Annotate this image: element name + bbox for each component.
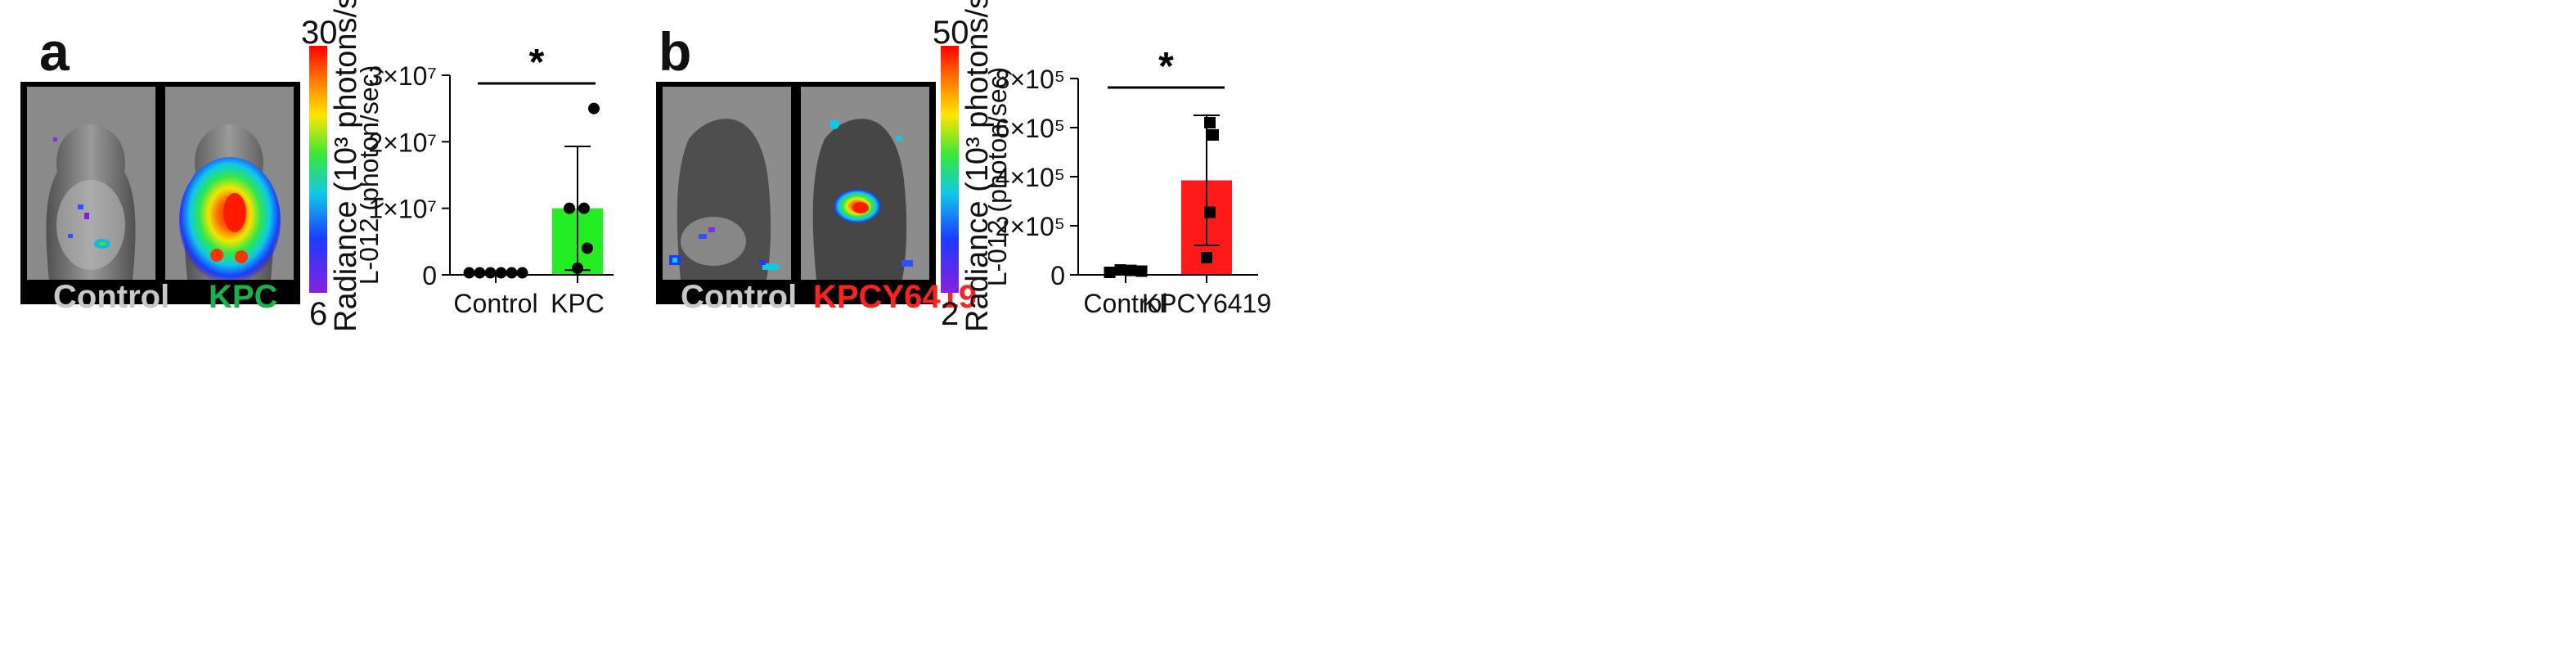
data-point [495, 267, 507, 279]
panel-a-kpc-label: KPC [209, 279, 278, 315]
y-axis-label: L-012 (photon/sec) [360, 65, 384, 285]
panel-b-colorbar [941, 46, 959, 293]
chart-a: 0 1×10⁷ 2×10⁷ 3×10⁷ Control KPC L-012 (photon/… [354, 41, 638, 327]
data-point [506, 267, 518, 279]
panel-a-colorbar-min: 6 [309, 296, 328, 332]
data-point [1201, 252, 1212, 263]
panel-a-colorbar [309, 46, 327, 293]
panel-a-colorbar-title: Radiance (10³ photons/sec/ cm²/sr) [329, 0, 363, 332]
data-point [463, 267, 475, 279]
data-point [1207, 129, 1219, 141]
y-tick-label: 3×10⁷ [368, 61, 437, 91]
y-tick-label: 1×10⁷ [368, 195, 437, 224]
chart-a-svg: 0 1×10⁷ 2×10⁷ 3×10⁷ Control KPC L-012 (photon/… [354, 41, 614, 318]
panel-b-letter: b [659, 21, 692, 82]
y-tick-label: 8×10⁵ [996, 65, 1065, 94]
y-tick-label: 0 [422, 261, 437, 290]
panel-a-bioluminescence-image [20, 87, 300, 304]
y-axis-label: L-012 (photon/sec) [988, 67, 1012, 287]
data-point [474, 267, 486, 279]
data-point [564, 202, 575, 214]
y-tick-label: 6×10⁵ [996, 114, 1065, 143]
data-point [572, 262, 583, 274]
y-tick-label: 4×10⁵ [996, 163, 1065, 192]
data-point [588, 102, 600, 115]
panel-a-colorbar-max: 30 [301, 15, 338, 51]
panel-a-imaging-frame: Control KPC [20, 82, 300, 313]
data-point [1204, 206, 1216, 218]
panel-b-colorbar-min: 2 [941, 296, 960, 332]
x-tick-label-control: Control [453, 289, 537, 318]
x-tick-label-control: Control [1083, 289, 1167, 318]
data-point [1104, 267, 1116, 278]
x-tick-label-kpc: KPC [551, 289, 605, 318]
data-point [484, 267, 497, 279]
significance-marker: * [1158, 49, 1174, 88]
data-point [578, 202, 590, 214]
data-point [1125, 264, 1137, 276]
panel-b-colorbar-max: 50 [933, 15, 969, 51]
data-point [1114, 264, 1126, 276]
y-tick-label: 0 [1050, 261, 1065, 290]
data-point [516, 267, 528, 279]
panel-a-control-label: Control [53, 279, 170, 315]
data-point [582, 242, 593, 254]
y-tick-label: 2×10⁷ [368, 128, 437, 157]
chart-b: 0 2×10⁵ 4×10⁵ 6×10⁵ 8×10⁵ Control KPCY6419 L-01… [982, 45, 1283, 327]
significance-marker: * [529, 49, 545, 84]
panel-b-control-label: Control [681, 279, 798, 315]
x-tick-label-kpcy6419: KPCY6419 [1142, 289, 1271, 318]
panel-b-bioluminescence-image [656, 87, 936, 304]
data-point [1204, 117, 1216, 128]
panel-b-imaging-frame: Control KPCY6419 [656, 82, 977, 313]
y-tick-label: 2×10⁵ [996, 212, 1065, 241]
panel-a-letter: a [39, 21, 70, 82]
